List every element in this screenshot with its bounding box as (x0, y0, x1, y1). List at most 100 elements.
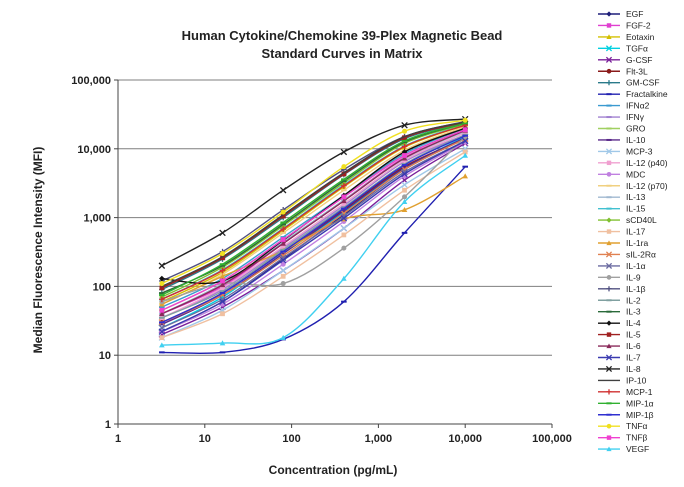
data-point (605, 251, 613, 258)
data-point (605, 56, 613, 63)
legend-label: IL-17 (626, 227, 646, 237)
data-point (159, 296, 165, 303)
legend-item: TNFα (598, 421, 648, 431)
data-point (340, 224, 348, 232)
legend-label: TNFα (626, 421, 648, 431)
legend-label: IP-10 (626, 375, 647, 385)
legend-label: IL-5 (626, 330, 641, 340)
data-point (606, 34, 612, 39)
y-axis-label: Median Fluorescence Intensity (MFI) (31, 147, 45, 354)
series-line (161, 134, 466, 319)
legend-item: TNFβ (598, 433, 648, 443)
data-point (159, 335, 165, 341)
x-tick-label: 1,000 (365, 433, 393, 445)
series-20 (159, 149, 468, 341)
data-point (606, 446, 612, 452)
data-point (605, 262, 613, 269)
data-point (159, 310, 165, 317)
legend-label: Eotaxin (626, 32, 655, 42)
legend-label: TNFβ (626, 433, 648, 443)
x-tick-label: 10,000 (448, 433, 482, 445)
data-point (280, 281, 286, 287)
legend-label: IL-1α (626, 261, 646, 271)
legend-label: IL-9 (626, 272, 641, 282)
legend-item: IL-4 (598, 318, 641, 328)
data-point (606, 240, 612, 246)
y-tick-label: 1,000 (83, 213, 111, 225)
data-point (401, 143, 408, 150)
data-point (280, 334, 286, 340)
data-point (280, 244, 286, 249)
data-point (280, 237, 286, 242)
legend-label: Fractalkine (626, 89, 668, 99)
legend-label: IL-3 (626, 307, 641, 317)
data-point (462, 127, 468, 133)
data-point (606, 229, 612, 234)
data-point (341, 275, 347, 281)
data-point (462, 173, 468, 179)
legend-item: IL-17 (598, 227, 646, 237)
legend-label: GM-CSF (626, 78, 660, 88)
data-point (279, 256, 287, 264)
legend-label: MIP-1α (626, 398, 654, 408)
legend-item: IL-10 (598, 135, 646, 145)
legend-label: MCP-3 (626, 146, 653, 156)
legend-item: VEGF (598, 444, 649, 454)
legend-label: IL-4 (626, 318, 641, 328)
data-point (401, 170, 408, 178)
data-point (605, 354, 613, 361)
data-point (461, 137, 469, 145)
data-point (606, 68, 612, 74)
legend-label: IL-1ra (626, 238, 648, 248)
series-line (161, 141, 466, 333)
data-point (219, 340, 226, 346)
legend-item: IL-15 (598, 204, 646, 214)
data-point (606, 423, 612, 429)
x-tick-label: 1 (115, 433, 121, 445)
data-point (462, 130, 468, 136)
legend-item: MIP-1α (598, 398, 654, 408)
series-line (161, 128, 466, 311)
plot-area (117, 80, 552, 425)
data-point (606, 80, 612, 86)
y-tick-label: 10 (99, 350, 111, 362)
legend-item: G-CSF (598, 55, 652, 65)
legend-item: IL-1ra (598, 238, 648, 248)
data-point (401, 168, 408, 176)
legend-item: Flt-3L (598, 66, 648, 76)
data-point (606, 343, 612, 349)
series-line (161, 129, 466, 315)
legend-label: Flt-3L (626, 66, 648, 76)
data-point (340, 212, 348, 220)
data-point (341, 194, 347, 200)
legend-item: IL-12 (p70) (598, 181, 668, 191)
data-point (462, 149, 468, 155)
legend-item: IL-9 (598, 272, 641, 282)
data-point (341, 245, 347, 251)
legend-item: MCP-1 (598, 387, 653, 397)
data-point (606, 286, 612, 292)
data-point (606, 160, 612, 166)
legend-item: MDC (598, 169, 645, 179)
data-point (219, 267, 226, 274)
legend-item: IL-2 (598, 295, 641, 305)
chart-title-line-2: Standard Curves in Matrix (261, 46, 423, 61)
legend-item: sCD40L (598, 215, 657, 225)
legend-label: sIL-2Rα (626, 249, 656, 259)
data-point (279, 186, 287, 194)
series-38 (159, 127, 468, 313)
series-39 (159, 152, 468, 348)
data-point (401, 181, 408, 189)
legend-label: IL-12 (p70) (626, 181, 668, 191)
y-tick-label: 10,000 (77, 144, 111, 156)
legend-label: MDC (626, 169, 645, 179)
data-point (280, 213, 286, 219)
legend-label: G-CSF (626, 55, 652, 65)
data-point (341, 180, 347, 186)
legend-label: IL-15 (626, 204, 646, 214)
series-31 (158, 137, 469, 335)
data-point (402, 128, 408, 134)
data-point (159, 281, 165, 287)
legend-label: FGF-2 (626, 20, 651, 30)
